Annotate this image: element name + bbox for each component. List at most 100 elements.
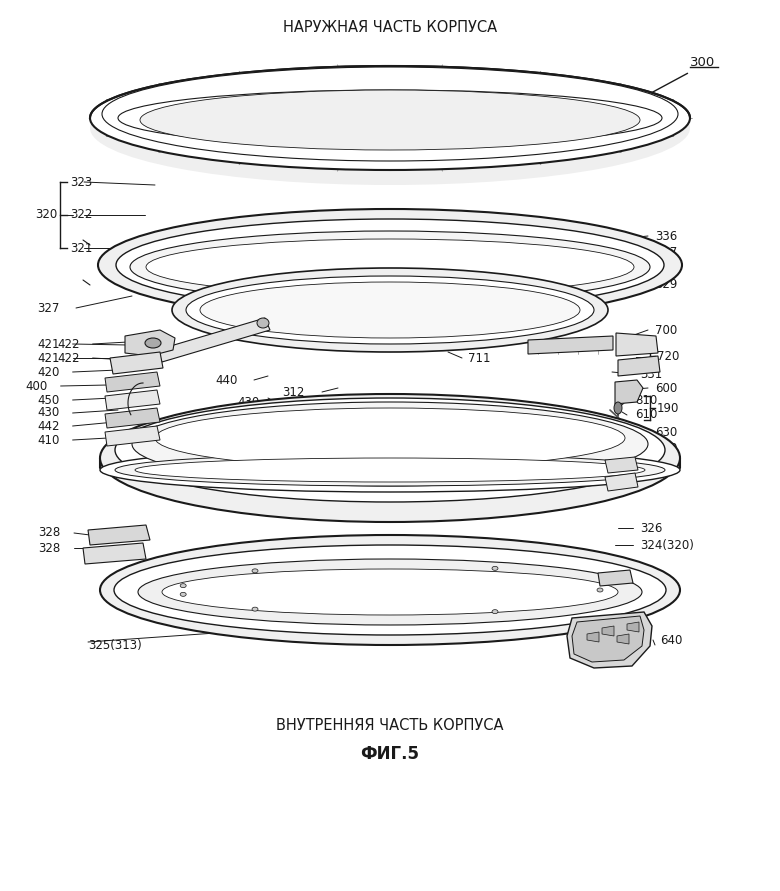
Ellipse shape	[100, 535, 680, 645]
Ellipse shape	[180, 593, 186, 596]
Text: 430: 430	[238, 396, 260, 408]
Polygon shape	[615, 380, 643, 404]
Text: 700: 700	[655, 323, 677, 337]
Ellipse shape	[172, 268, 608, 352]
Polygon shape	[105, 408, 160, 428]
Text: 336: 336	[358, 283, 380, 297]
Text: 323: 323	[70, 176, 92, 189]
Ellipse shape	[90, 66, 690, 170]
Text: 326: 326	[640, 521, 662, 535]
Polygon shape	[157, 318, 270, 362]
Polygon shape	[618, 356, 660, 376]
Ellipse shape	[162, 569, 618, 615]
Text: 324(320): 324(320)	[640, 538, 694, 552]
Ellipse shape	[146, 239, 634, 295]
Ellipse shape	[257, 318, 269, 328]
Polygon shape	[88, 525, 150, 545]
Text: 422: 422	[58, 338, 80, 350]
Ellipse shape	[155, 408, 625, 468]
Text: 321: 321	[70, 241, 92, 255]
Text: 327: 327	[37, 301, 60, 315]
Ellipse shape	[102, 67, 678, 161]
Text: 440: 440	[215, 373, 238, 387]
Polygon shape	[83, 543, 146, 564]
Text: 336: 336	[349, 280, 372, 292]
Polygon shape	[110, 352, 163, 374]
Text: 310: 310	[622, 462, 644, 475]
Ellipse shape	[115, 454, 665, 486]
Ellipse shape	[252, 568, 258, 573]
Polygon shape	[616, 333, 658, 356]
Text: 328: 328	[37, 542, 60, 554]
Ellipse shape	[140, 90, 640, 150]
Polygon shape	[602, 626, 614, 636]
Polygon shape	[587, 632, 599, 642]
Polygon shape	[605, 473, 638, 491]
Polygon shape	[105, 426, 160, 446]
Ellipse shape	[186, 276, 594, 344]
Text: 320: 320	[35, 208, 57, 222]
Text: 720: 720	[657, 349, 679, 363]
Ellipse shape	[492, 609, 498, 614]
Text: 620: 620	[655, 442, 677, 454]
Text: 190: 190	[657, 402, 679, 414]
Polygon shape	[105, 390, 160, 410]
Text: 441: 441	[272, 325, 295, 339]
Polygon shape	[572, 616, 644, 662]
Ellipse shape	[90, 71, 690, 185]
Polygon shape	[627, 622, 639, 632]
Ellipse shape	[116, 219, 664, 311]
Polygon shape	[105, 372, 160, 392]
Text: 400: 400	[26, 380, 48, 393]
Text: 314: 314	[622, 478, 644, 491]
Text: 442: 442	[37, 420, 60, 432]
Polygon shape	[598, 570, 633, 586]
Ellipse shape	[118, 90, 662, 146]
Ellipse shape	[135, 458, 645, 482]
Text: 322: 322	[70, 208, 92, 222]
Text: 325(313): 325(313)	[88, 639, 142, 651]
Polygon shape	[567, 612, 652, 668]
Ellipse shape	[200, 282, 580, 338]
Text: ВНУТРЕННЯЯ ЧАСТЬ КОРПУСА: ВНУТРЕННЯЯ ЧАСТЬ КОРПУСА	[276, 718, 504, 733]
Text: 337: 337	[655, 246, 677, 258]
Ellipse shape	[597, 588, 603, 592]
Text: 421: 421	[37, 352, 60, 364]
Text: 710: 710	[448, 415, 470, 429]
Text: 810: 810	[635, 394, 658, 406]
Text: 722: 722	[635, 356, 658, 369]
Text: НАРУЖНАЯ ЧАСТЬ КОРПУСА: НАРУЖНАЯ ЧАСТЬ КОРПУСА	[283, 20, 497, 35]
Text: 721: 721	[635, 341, 658, 355]
Polygon shape	[617, 634, 629, 644]
Ellipse shape	[132, 402, 648, 486]
Text: 610: 610	[635, 408, 658, 421]
Text: 600: 600	[655, 381, 677, 395]
Text: 328: 328	[37, 527, 60, 539]
Text: 331: 331	[640, 367, 662, 380]
Text: 300: 300	[690, 55, 715, 69]
Ellipse shape	[100, 448, 680, 492]
Text: 430: 430	[37, 406, 60, 420]
Ellipse shape	[614, 402, 622, 414]
Text: 640: 640	[660, 634, 682, 647]
Text: 422: 422	[58, 352, 80, 364]
Text: 711: 711	[366, 408, 388, 421]
Text: 312: 312	[282, 386, 305, 398]
Ellipse shape	[138, 559, 642, 625]
Polygon shape	[605, 457, 638, 473]
Text: 329: 329	[655, 277, 677, 290]
Ellipse shape	[145, 338, 161, 348]
Ellipse shape	[130, 231, 650, 303]
Ellipse shape	[180, 584, 186, 588]
Text: 337: 337	[528, 296, 550, 308]
Text: 336: 336	[655, 230, 677, 242]
Text: 331: 331	[655, 261, 677, 274]
Ellipse shape	[100, 394, 680, 522]
Text: 421: 421	[37, 338, 60, 350]
Ellipse shape	[115, 398, 665, 502]
Text: 420: 420	[37, 365, 60, 379]
Ellipse shape	[114, 545, 666, 635]
Text: 410: 410	[37, 434, 60, 446]
Polygon shape	[528, 336, 613, 354]
Text: 311(313): 311(313)	[363, 595, 417, 609]
